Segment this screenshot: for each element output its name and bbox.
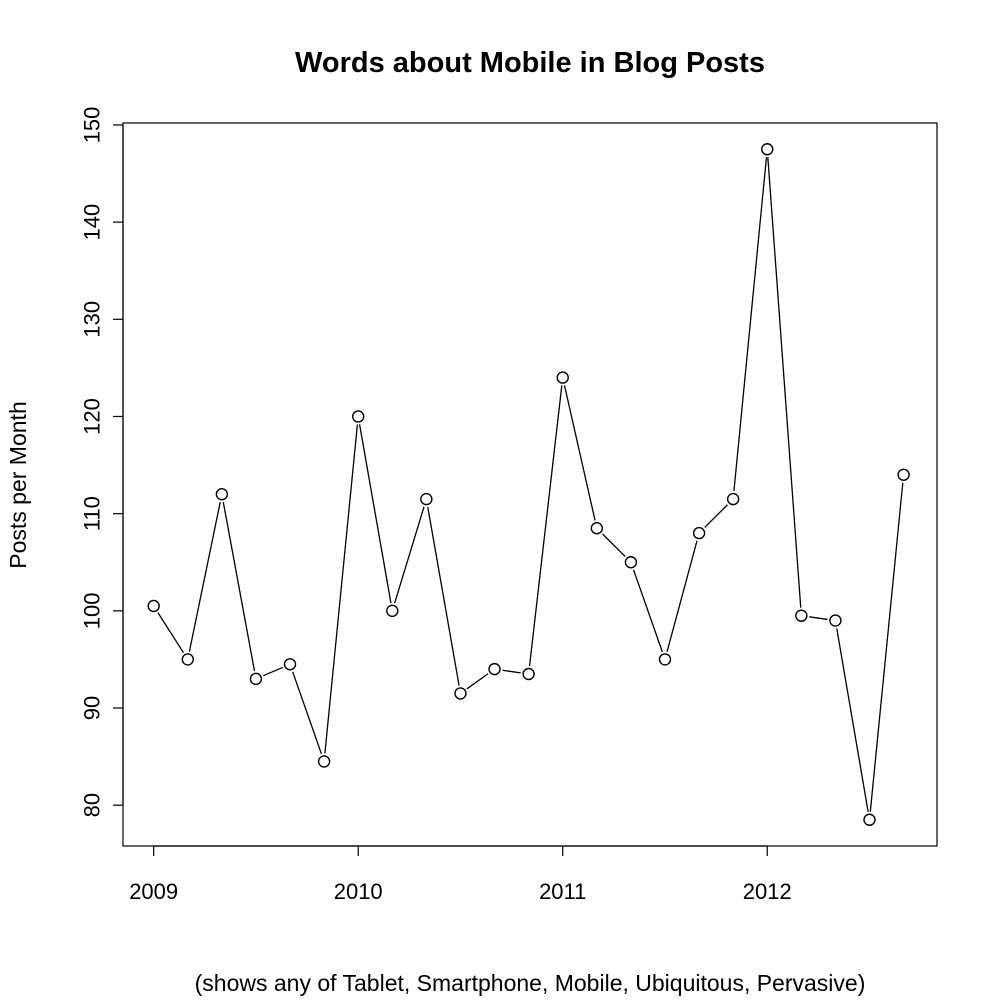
x-tick-label: 2009	[129, 879, 178, 904]
series-line-segment	[666, 540, 698, 652]
y-tick-label: 140	[80, 204, 105, 241]
series-layer	[147, 143, 910, 826]
y-tick-label: 80	[80, 793, 105, 817]
y-tick-label: 100	[80, 592, 105, 629]
data-point	[658, 653, 672, 666]
series-line-segment	[704, 504, 728, 528]
y-tick-label: 90	[80, 696, 105, 720]
series-line-segment	[292, 671, 323, 755]
series-line-segment	[427, 506, 460, 686]
series-line-segment	[632, 569, 663, 653]
series-line-segment	[836, 628, 869, 812]
series-line-segment	[809, 616, 828, 621]
data-point	[488, 662, 501, 676]
data-point	[624, 556, 638, 569]
data-point	[897, 468, 910, 481]
data-point	[761, 143, 774, 156]
series-line-segment	[358, 424, 392, 604]
series-line-segment	[563, 385, 596, 521]
data-point	[454, 687, 467, 700]
data-point	[386, 604, 399, 618]
data-point	[522, 667, 535, 681]
data-point	[147, 599, 160, 613]
series-line-segment	[733, 157, 768, 492]
x-axis: 2009 2010 2011 2012	[129, 845, 792, 904]
series-line-segment	[502, 669, 521, 674]
series-line-segment	[602, 533, 626, 558]
series-line-segment	[466, 673, 489, 690]
data-point	[215, 488, 229, 501]
series-line-segment	[869, 482, 904, 812]
data-point	[692, 526, 706, 540]
y-axis-label: Posts per Month	[5, 401, 31, 568]
y-tick-label: 120	[80, 398, 105, 435]
data-point	[726, 492, 740, 506]
data-point	[283, 658, 297, 671]
data-point	[420, 492, 433, 506]
data-point	[795, 609, 808, 622]
x-tick-label: 2012	[743, 879, 792, 904]
data-point	[863, 813, 876, 826]
series-line-segment	[324, 424, 359, 754]
x-tick-label: 2010	[334, 879, 383, 904]
data-point	[352, 410, 365, 423]
data-point	[317, 755, 331, 768]
series-line-segment	[157, 612, 185, 654]
plot-frame	[122, 122, 938, 847]
chart-title: Words about Mobile in Blog Posts	[295, 47, 765, 79]
data-point	[249, 672, 263, 686]
series-line-segment	[222, 501, 256, 672]
data-point	[829, 614, 842, 627]
series-line-segment	[394, 506, 425, 604]
data-point	[556, 371, 569, 384]
series-line-segment	[528, 385, 563, 667]
series-line-segment	[263, 666, 283, 677]
x-axis-label: (shows any of Tablet, Smartphone, Mobile…	[195, 970, 866, 996]
y-tick-label: 150	[80, 107, 105, 144]
x-tick-label: 2011	[539, 879, 586, 904]
data-point	[590, 522, 604, 535]
data-point	[181, 653, 194, 666]
series-line-segment	[188, 501, 221, 652]
y-tick-label: 130	[80, 301, 105, 338]
y-tick-label: 110	[80, 496, 105, 531]
series-line-segment	[767, 157, 802, 608]
y-axis: 80 90 100 110 120 130 140 150	[80, 107, 124, 817]
